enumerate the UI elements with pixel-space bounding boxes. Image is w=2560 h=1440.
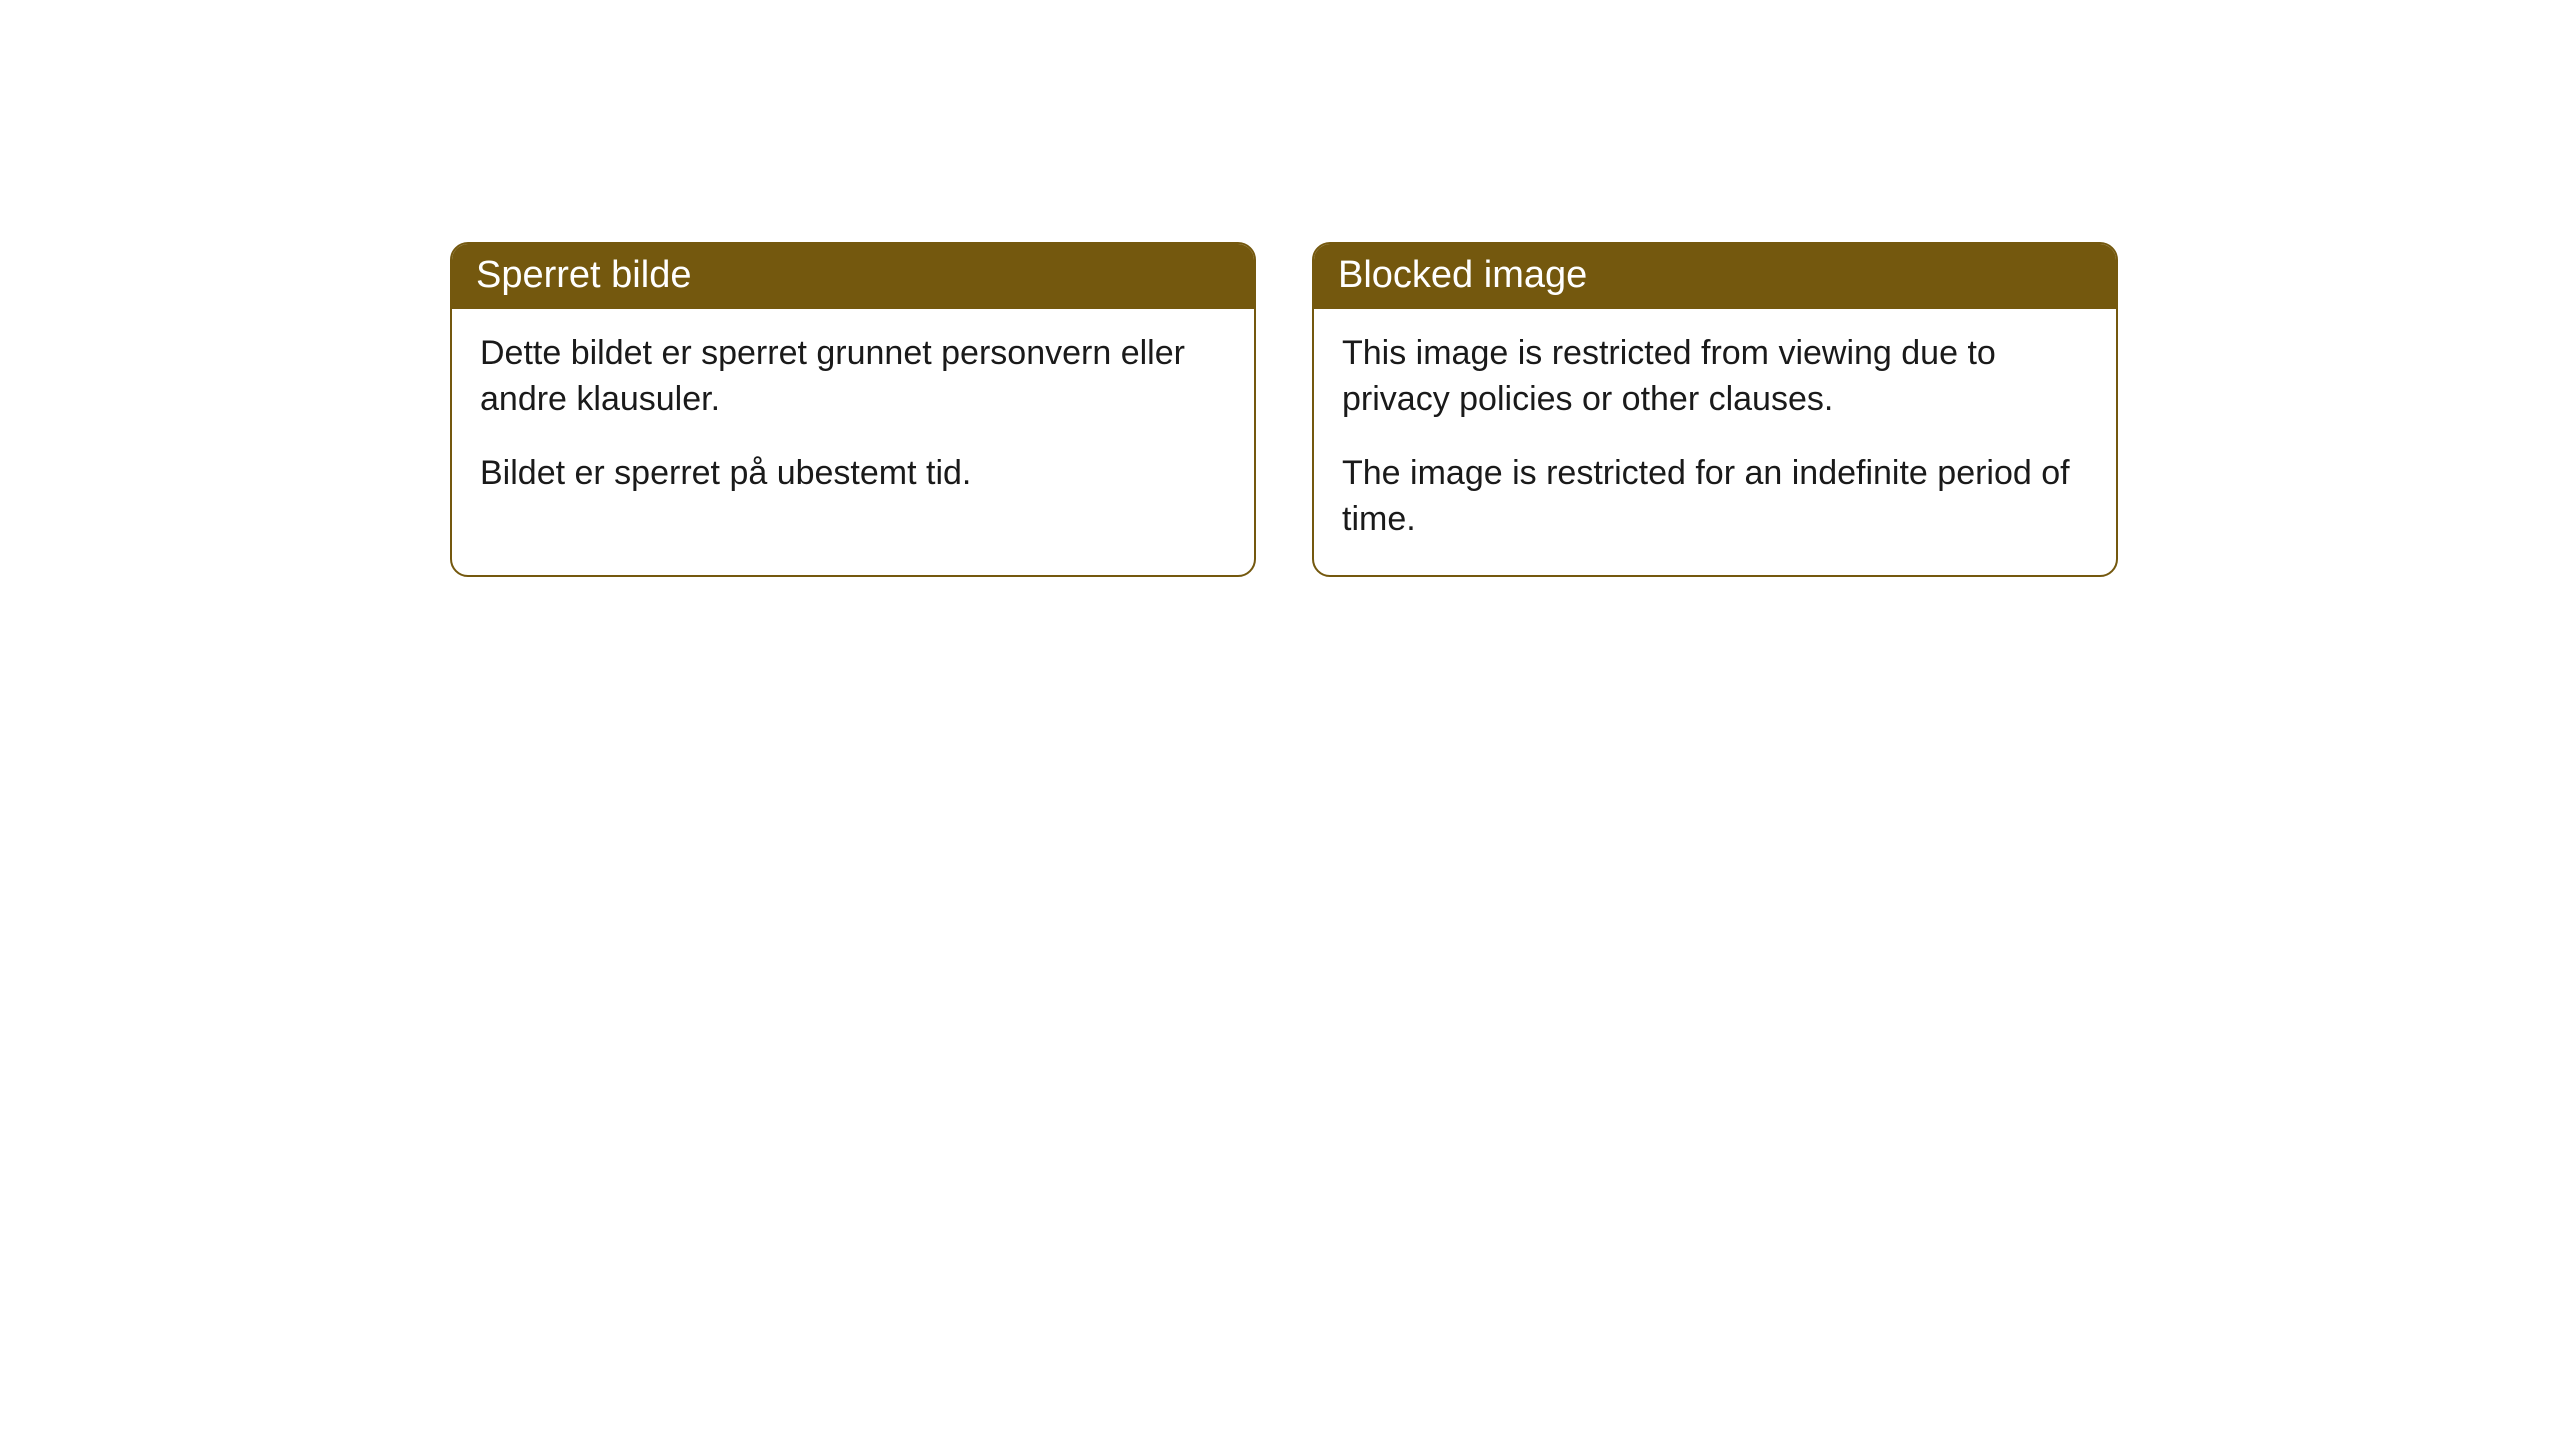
card-body-english: This image is restricted from viewing du… [1314,309,2116,575]
card-header-norwegian: Sperret bilde [452,244,1254,309]
card-paragraph: The image is restricted for an indefinit… [1342,451,2088,543]
card-paragraph: Dette bildet er sperret grunnet personve… [480,331,1226,423]
card-english: Blocked image This image is restricted f… [1312,242,2118,577]
info-cards-row: Sperret bilde Dette bildet er sperret gr… [450,242,2118,577]
card-title: Blocked image [1338,254,1587,296]
card-title: Sperret bilde [476,254,691,296]
card-norwegian: Sperret bilde Dette bildet er sperret gr… [450,242,1256,577]
card-body-norwegian: Dette bildet er sperret grunnet personve… [452,309,1254,529]
card-paragraph: Bildet er sperret på ubestemt tid. [480,451,1226,497]
card-header-english: Blocked image [1314,244,2116,309]
card-paragraph: This image is restricted from viewing du… [1342,331,2088,423]
